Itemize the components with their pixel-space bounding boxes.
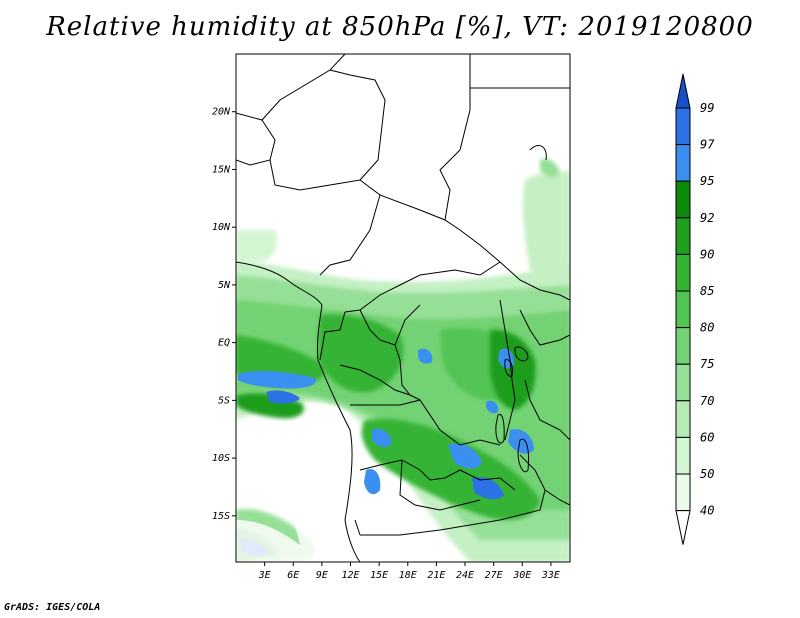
lat-tick-label: 15S — [212, 511, 230, 522]
lon-tick-label: 24E — [456, 570, 474, 581]
colorbar-label: 99 — [700, 101, 714, 115]
colorbar-label: 70 — [700, 394, 714, 408]
lat-tick-label: 10S — [212, 453, 230, 464]
lon-tick-label: 3E — [258, 570, 271, 581]
colorbar-segment — [675, 327, 691, 365]
colorbar-label: 97 — [700, 138, 715, 152]
colorbar-cap-bottom — [675, 510, 691, 545]
colorbar-label: 40 — [700, 504, 714, 518]
lon-tick-label: 30E — [512, 570, 531, 581]
colorbar-segment — [675, 180, 691, 219]
colorbar-segment — [675, 217, 691, 255]
lat-tick-label: 15N — [212, 164, 231, 175]
colorbar-label: 85 — [700, 284, 714, 298]
grads-credit: GrADS: IGES/COLA — [4, 602, 101, 613]
lat-tick-label: 20N — [212, 107, 231, 118]
colorbar-segment — [675, 253, 691, 292]
lon-tick-label: 27E — [485, 570, 503, 581]
colorbar-label: 80 — [700, 321, 714, 335]
colorbar-segment — [675, 473, 691, 512]
colorbar-label: 60 — [700, 430, 714, 444]
colorbar-cap-top — [675, 73, 691, 109]
country-borders — [236, 54, 570, 562]
colorbar-label: 75 — [700, 357, 714, 371]
colorbar-label: 95 — [700, 174, 714, 188]
latitude-axis: 20N 15N 10N 5N EQ 5S 10S 15S — [212, 107, 236, 522]
lon-tick-label: 33E — [541, 570, 560, 581]
lon-tick-label: 12E — [341, 570, 359, 581]
colorbar-segment — [675, 290, 691, 329]
colorbar-segment — [675, 107, 691, 146]
lon-tick-label: 15E — [370, 570, 388, 581]
lat-tick-label: 5N — [218, 280, 231, 291]
lat-tick-label: 10N — [212, 222, 231, 233]
colorbar-label: 50 — [700, 467, 714, 481]
lon-tick-label: 6E — [287, 570, 299, 581]
lat-tick-label: 5S — [218, 395, 230, 406]
humidity-field — [236, 158, 570, 562]
map-title: Relative humidity at 850hPa [%], VT: 201… — [46, 12, 754, 42]
map-frame — [235, 53, 571, 563]
lon-tick-label: 9E — [316, 570, 328, 581]
lon-tick-label: 21E — [427, 570, 445, 581]
colorbar-segment — [675, 144, 691, 182]
colorbar-label: 90 — [700, 247, 714, 261]
colorbar-segment — [675, 363, 691, 402]
colorbar-segment — [675, 400, 691, 438]
colorbar-label: 92 — [700, 211, 714, 225]
colorbar: 99 97 95 92 90 85 80 75 70 60 50 40 — [675, 73, 715, 545]
lon-tick-label: 18E — [399, 570, 417, 581]
longitude-axis: 3E 6E 9E 12E 15E 18E 21E 24E 27E 30E 33E — [258, 562, 560, 581]
lat-tick-label: EQ — [218, 338, 230, 349]
colorbar-segment — [675, 436, 691, 475]
